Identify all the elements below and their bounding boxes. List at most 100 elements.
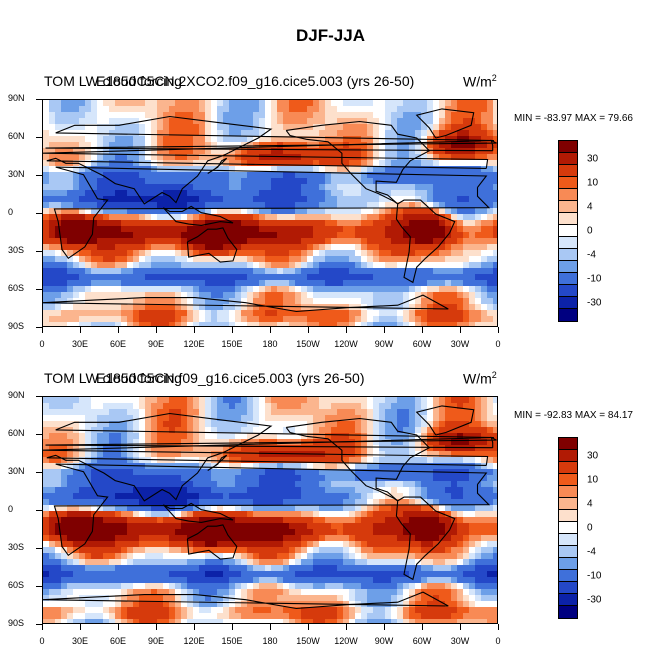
field-cell bbox=[91, 547, 98, 554]
field-cell bbox=[349, 262, 356, 269]
lat-tick bbox=[36, 251, 42, 252]
field-cell bbox=[373, 433, 380, 440]
field-cell bbox=[475, 433, 482, 440]
field-cell bbox=[445, 262, 452, 269]
field-cell bbox=[277, 124, 284, 131]
field-cell bbox=[343, 178, 350, 185]
field-cell bbox=[265, 232, 272, 239]
field-cell bbox=[253, 481, 260, 488]
field-cell bbox=[391, 256, 398, 263]
field-cell bbox=[127, 268, 134, 275]
field-cell bbox=[187, 196, 194, 203]
field-cell bbox=[103, 154, 110, 161]
field-cell bbox=[283, 262, 290, 269]
field-cell bbox=[469, 298, 476, 305]
field-cell bbox=[355, 106, 362, 113]
field-cell bbox=[433, 232, 440, 239]
field-cell bbox=[217, 298, 224, 305]
field-cell bbox=[121, 511, 128, 518]
field-cell bbox=[97, 403, 104, 410]
field-cell bbox=[391, 220, 398, 227]
field-cell bbox=[181, 403, 188, 410]
field-cell bbox=[289, 511, 296, 518]
field-cell bbox=[85, 106, 92, 113]
field-cell bbox=[307, 409, 314, 416]
field-cell bbox=[121, 487, 128, 494]
field-cell bbox=[421, 481, 428, 488]
field-cell bbox=[271, 280, 278, 287]
field-cell bbox=[43, 280, 50, 287]
lat-tick bbox=[36, 213, 42, 214]
field-cell bbox=[121, 232, 128, 239]
field-cell bbox=[325, 529, 332, 536]
field-cell bbox=[43, 232, 50, 239]
field-cell bbox=[385, 304, 392, 311]
field-cell bbox=[259, 553, 266, 560]
field-cell bbox=[223, 202, 230, 209]
field-cell bbox=[55, 541, 62, 548]
field-cell bbox=[349, 541, 356, 548]
field-cell bbox=[271, 172, 278, 179]
field-cell bbox=[301, 481, 308, 488]
field-cell bbox=[55, 250, 62, 257]
field-cell bbox=[199, 112, 206, 119]
field-cell bbox=[145, 142, 152, 149]
field-cell bbox=[313, 238, 320, 245]
field-cell bbox=[127, 160, 134, 167]
field-cell bbox=[355, 517, 362, 524]
field-cell bbox=[169, 100, 176, 107]
field-cell bbox=[103, 274, 110, 281]
field-cell bbox=[373, 268, 380, 275]
field-cell bbox=[307, 292, 314, 299]
field-cell bbox=[157, 178, 164, 185]
field-cell bbox=[61, 415, 68, 422]
field-cell bbox=[421, 457, 428, 464]
field-cell bbox=[43, 409, 50, 416]
field-cell bbox=[427, 304, 434, 311]
field-cell bbox=[283, 415, 290, 422]
field-cell bbox=[283, 172, 290, 179]
field-cell bbox=[457, 493, 464, 500]
field-cell bbox=[127, 493, 134, 500]
field-cell bbox=[181, 196, 188, 203]
field-cell bbox=[283, 208, 290, 215]
lon-tick-label: 120E bbox=[183, 339, 204, 349]
field-cell bbox=[67, 529, 74, 536]
field-cell bbox=[121, 220, 128, 227]
field-cell bbox=[151, 403, 158, 410]
field-cell bbox=[61, 184, 68, 191]
field-cell bbox=[271, 118, 278, 125]
field-cell bbox=[433, 286, 440, 293]
field-cell bbox=[115, 457, 122, 464]
field-cell bbox=[145, 238, 152, 245]
field-cell bbox=[217, 238, 224, 245]
field-cell bbox=[307, 256, 314, 263]
field-cell bbox=[349, 124, 356, 131]
field-cell bbox=[355, 316, 362, 323]
field-cell bbox=[187, 214, 194, 221]
field-cell bbox=[127, 403, 134, 410]
field-cell bbox=[97, 280, 104, 287]
field-cell bbox=[319, 409, 326, 416]
field-cell bbox=[265, 310, 272, 317]
field-cell bbox=[397, 184, 404, 191]
field-cell bbox=[259, 535, 266, 542]
field-cell bbox=[463, 178, 470, 185]
field-cell bbox=[55, 106, 62, 113]
field-cell bbox=[349, 130, 356, 137]
field-cell bbox=[385, 409, 392, 416]
field-cell bbox=[277, 238, 284, 245]
field-cell bbox=[55, 316, 62, 323]
field-cell bbox=[277, 553, 284, 560]
field-cell bbox=[193, 262, 200, 269]
field-cell bbox=[265, 547, 272, 554]
field-cell bbox=[103, 451, 110, 458]
field-cell bbox=[91, 433, 98, 440]
field-cell bbox=[121, 154, 128, 161]
field-cell bbox=[343, 523, 350, 530]
field-cell bbox=[385, 280, 392, 287]
field-cell bbox=[217, 493, 224, 500]
field-cell bbox=[295, 517, 302, 524]
field-cell bbox=[175, 142, 182, 149]
field-cell bbox=[349, 475, 356, 482]
